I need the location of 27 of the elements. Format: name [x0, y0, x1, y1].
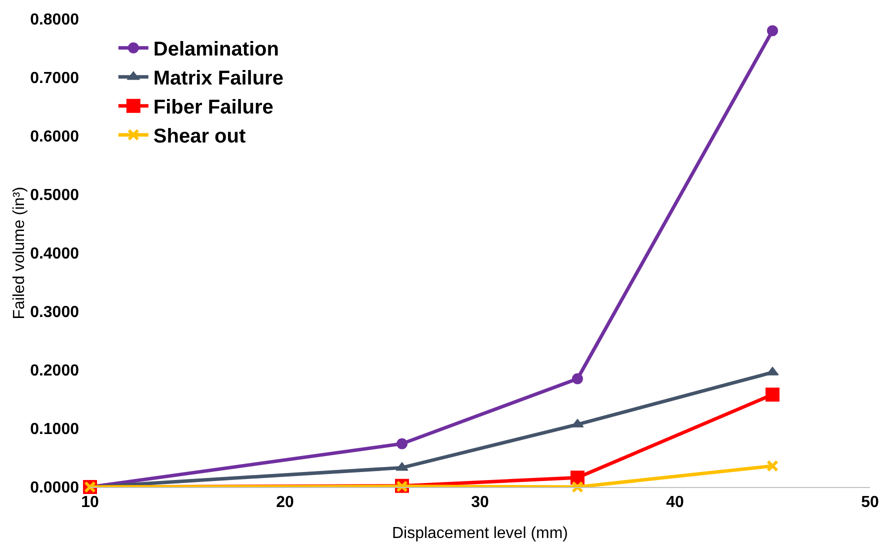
y-tick-label: 0.4000 — [30, 246, 80, 263]
y-tick-label: 0.7000 — [30, 70, 80, 88]
y-tick-label: 0.6000 — [30, 128, 80, 146]
point — [570, 470, 584, 485]
y-tick-label: 0.0000 — [30, 480, 80, 497]
x-tick-label: 20 — [276, 494, 294, 512]
y-tick-label: 0.8000 — [30, 12, 80, 29]
y-tick-label: 0.3000 — [30, 304, 80, 322]
point — [767, 25, 778, 36]
y-axis-title: Failed volume (in³) — [11, 186, 28, 320]
x-tick-label: 30 — [471, 494, 489, 512]
y-tick-label: 0.5000 — [30, 187, 80, 204]
point — [572, 373, 583, 384]
point — [572, 481, 584, 493]
legend-label: Shear out — [153, 126, 246, 148]
legend-label: Fiber Failure — [153, 96, 274, 119]
point — [396, 438, 408, 450]
x-tick-label: 40 — [666, 494, 684, 512]
legend-label: Delamination — [153, 38, 279, 61]
y-tick-label: 0.1000 — [30, 421, 80, 438]
x-axis-title: Displacement level (mm) — [392, 525, 568, 542]
point — [766, 460, 778, 472]
y-tick-label: 0.2000 — [30, 362, 80, 380]
legend-label: Matrix Failure — [153, 68, 284, 90]
x-tick-label: 50 — [861, 494, 879, 512]
x-tick-label: 10 — [81, 494, 99, 512]
point — [766, 388, 780, 402]
